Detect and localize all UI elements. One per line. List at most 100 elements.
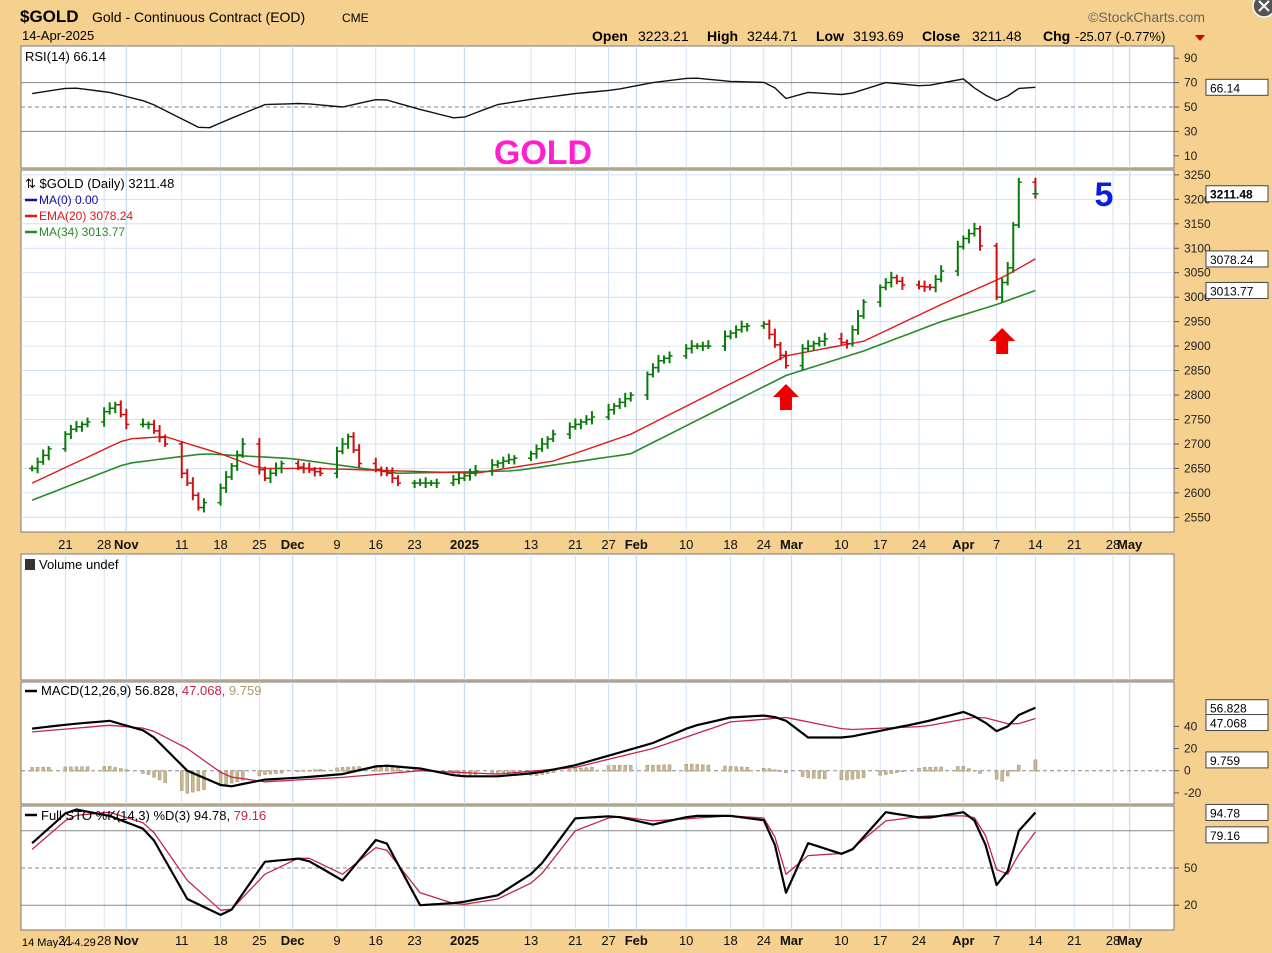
macd-histogram-bar bbox=[241, 770, 245, 781]
macd-histogram-bar bbox=[784, 770, 788, 774]
up-arrow-icon bbox=[989, 328, 1016, 354]
macd-histogram-bar bbox=[346, 766, 350, 772]
x-tick-label: 14 bbox=[1028, 537, 1042, 552]
legend-entry: EMA(20) 3078.24 bbox=[39, 209, 133, 223]
price-y-tick: 2650 bbox=[1184, 461, 1211, 475]
price-y-tick: 3200 bbox=[1184, 192, 1211, 206]
macd-histogram-bar bbox=[606, 765, 611, 772]
macd-histogram-bar bbox=[939, 766, 943, 772]
macd-histogram-bar bbox=[612, 764, 616, 772]
sto-y-tick: 50 bbox=[1184, 861, 1198, 875]
macd-histogram-bar bbox=[1017, 764, 1021, 772]
x-tick-label: 18 bbox=[723, 537, 737, 552]
macd-histogram-bar bbox=[861, 770, 866, 778]
x-tick-label: Feb bbox=[625, 537, 648, 552]
macd-histogram-bar bbox=[296, 770, 300, 772]
macd-histogram-bar bbox=[1011, 770, 1015, 772]
macd-histogram-bar bbox=[35, 767, 40, 772]
macd-histogram-bar bbox=[645, 764, 650, 772]
high-value: 3244.71 bbox=[747, 28, 798, 44]
macd-histogram-bar bbox=[773, 769, 777, 772]
macd-histogram-bar bbox=[579, 767, 583, 772]
macd-histogram-bar bbox=[706, 764, 711, 772]
close-icon[interactable] bbox=[1252, 0, 1272, 18]
x-tick-label: 16 bbox=[369, 933, 383, 948]
signal-value-box: 47.068 bbox=[1210, 717, 1247, 731]
x-tick-label: 25 bbox=[252, 537, 266, 552]
x-tick-label: Apr bbox=[952, 537, 974, 552]
macd-histogram-bar bbox=[1006, 770, 1010, 777]
macd-histogram-bar bbox=[845, 770, 849, 781]
macd-histogram-bar bbox=[163, 770, 167, 783]
macd-histogram-bar bbox=[85, 766, 90, 772]
x-tick-label: 2025 bbox=[450, 933, 479, 948]
hist-value-box: 9.759 bbox=[1210, 754, 1240, 768]
price-y-tick: 2600 bbox=[1184, 486, 1211, 500]
sto-d-value-box-box bbox=[1205, 826, 1269, 844]
ma34-line bbox=[31, 289, 1036, 501]
legend-entry: MA(0) 0.00 bbox=[39, 193, 99, 207]
macd-histogram-bar bbox=[651, 764, 655, 772]
price-y-tick: 2900 bbox=[1184, 339, 1211, 353]
macd-histogram-bar bbox=[263, 770, 267, 775]
sto-d-line bbox=[31, 811, 1036, 911]
macd-histogram-bar bbox=[69, 766, 73, 772]
sto-y-tick: 20 bbox=[1184, 898, 1198, 912]
x-tick-label: 17 bbox=[873, 537, 887, 552]
x-tick-label: Feb bbox=[625, 933, 648, 948]
macd-legend: MACD(12,26,9) 56.828, 47.068, 9.759 bbox=[41, 683, 261, 698]
macd-histogram-bar bbox=[823, 770, 827, 780]
ema20-line bbox=[31, 258, 1036, 484]
macd-line bbox=[31, 706, 1036, 788]
macd-histogram-bar bbox=[933, 766, 938, 772]
macd-histogram-bar bbox=[496, 770, 500, 774]
x-tick-label: Dec bbox=[281, 537, 305, 552]
macd-histogram-bar bbox=[806, 770, 810, 779]
volume-icon bbox=[25, 559, 35, 570]
macd-histogram-bar bbox=[102, 766, 106, 772]
top-x-axis: 21 28 Nov 11 18 25 Dec 9 16 23 2025 13 21 27 Feb 10 18 24… bbox=[58, 537, 1143, 552]
macd-histogram-bar bbox=[146, 770, 151, 775]
macd-histogram-bar bbox=[1000, 770, 1004, 782]
x-tick-label: 2025 bbox=[450, 537, 479, 552]
x-tick-label: 17 bbox=[873, 933, 887, 948]
macd-histogram-bar bbox=[662, 764, 666, 772]
x-tick-label: 27 bbox=[601, 933, 615, 948]
macd-histogram-bar bbox=[972, 770, 977, 772]
x-tick-label: 11 bbox=[175, 537, 189, 552]
x-tick-label: 7 bbox=[993, 933, 1000, 948]
price-y-tick: 2800 bbox=[1184, 388, 1211, 402]
price-y-tick: 2700 bbox=[1184, 437, 1211, 451]
x-tick-label: 27 bbox=[601, 537, 615, 552]
x-tick-label: Apr bbox=[952, 933, 974, 948]
up-arrow-icon bbox=[772, 384, 799, 410]
ema-value-box: 3078.24 bbox=[1210, 253, 1254, 267]
sto-k-value-box-box bbox=[1205, 803, 1269, 821]
macd-histogram-bar bbox=[196, 770, 201, 792]
macd-histogram-bar bbox=[318, 769, 323, 772]
rsi-value-box: 66.14 bbox=[1210, 81, 1240, 95]
legend-price: ⇅ $GOLD (Daily) 3211.48 bbox=[25, 176, 174, 191]
x-tick-label: 24 bbox=[757, 933, 771, 948]
price-legend: ⇅ $GOLD (Daily) 3211.48 MA(0) 0.00 EMA(20)… bbox=[25, 176, 174, 239]
chart-title: GOLD bbox=[494, 134, 592, 172]
x-tick-label: 28 bbox=[97, 933, 111, 948]
macd-histogram-bar bbox=[956, 766, 960, 772]
x-tick-label: 21 bbox=[568, 537, 582, 552]
x-tick-label: 28 bbox=[97, 537, 111, 552]
ma34-value-box: 3013.77 bbox=[1210, 284, 1254, 298]
macd-histogram-bar bbox=[617, 764, 622, 772]
sto-d-value: 79.16 bbox=[234, 808, 267, 823]
macd-y-tick: -20 bbox=[1184, 786, 1202, 800]
price-y-tick: 2750 bbox=[1184, 412, 1211, 426]
macd-histogram-bar bbox=[701, 764, 705, 772]
macd-histogram-bar bbox=[767, 768, 772, 772]
macd-histogram-bar bbox=[335, 767, 339, 772]
macd-histogram-bar bbox=[1033, 759, 1038, 772]
macd-histogram-bar bbox=[917, 768, 921, 772]
macd-histogram-bar bbox=[922, 767, 927, 772]
x-tick-label: Dec bbox=[281, 933, 305, 948]
